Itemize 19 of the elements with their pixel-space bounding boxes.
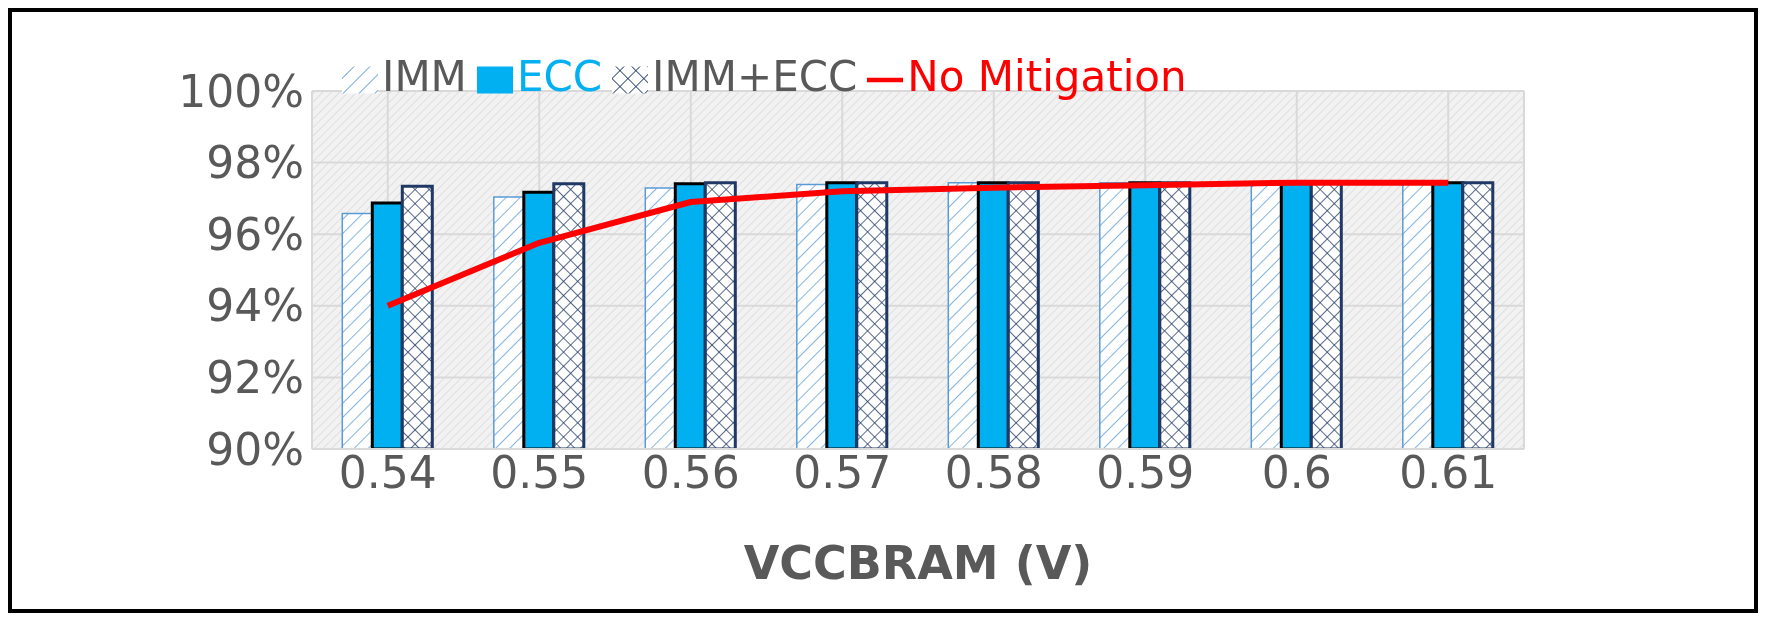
x-tick-label: 0.55 [490,447,589,499]
legend-label: No Mitigation [907,52,1187,101]
x-tick-label: 0.57 [793,447,892,499]
y-tick-label: 90% [206,423,304,475]
legend-label: IMM [382,52,467,101]
x-tick-label: 0.56 [641,447,740,499]
x-tick-label: 0.6 [1261,447,1332,499]
x-tick-label: 0.54 [338,447,437,499]
y-tick-label: 92% [206,352,304,404]
x-tick-label: 0.58 [944,447,1043,499]
x-tick-label: 0.59 [1096,447,1195,499]
legend-label: IMM+ECC [652,52,858,101]
y-tick-label: 98% [206,137,304,189]
y-tick-label: 100% [178,65,304,117]
y-tick-label: 94% [206,280,304,332]
x-axis-title: VCCBRAM (V) [743,536,1093,590]
x-tick-label: 0.61 [1399,447,1498,499]
y-tick-label: 96% [206,208,304,260]
legend-label: ECC [516,52,603,101]
